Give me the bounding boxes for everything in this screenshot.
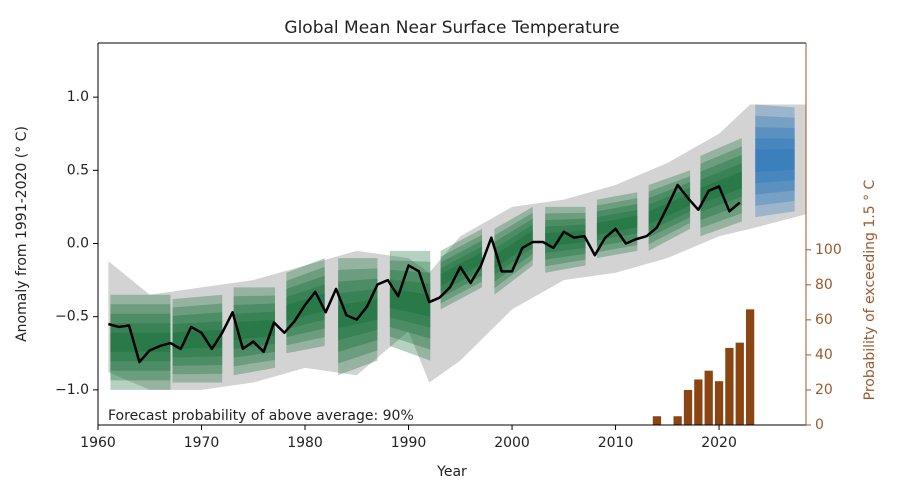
plot-area [108,104,806,425]
hindcast-band [110,313,171,371]
x-tick-label: 2010 [598,435,634,451]
forecast-band [755,104,795,218]
hindcast-band [233,311,275,349]
hindcast-band [338,278,378,352]
hindcast-band [596,209,638,241]
probability-bar [725,347,734,425]
y-axis-label: Anomaly from 1991-2020 (° C) [14,126,30,342]
hindcast-band [233,303,275,358]
hindcast-band [110,332,171,352]
y2-tick-label: 100 [815,242,842,258]
y-tick-label: 0.0 [67,236,89,252]
y2-tick-label: 20 [815,382,833,398]
hindcast-band [648,193,691,225]
x-tick-label: 1960 [80,435,116,451]
envelope-band [108,104,806,390]
hindcast-band [338,268,378,364]
hindcast-band [110,294,171,390]
observation-line [108,183,741,364]
hindcast-band [700,163,742,213]
y-tick-label: 0.5 [67,162,89,178]
forecast-band [755,148,795,173]
hindcast-band [389,260,431,350]
hindcast-band [494,230,533,269]
hindcast-band [494,206,533,295]
hindcast-band [286,293,325,322]
probability-bar [652,416,662,425]
hindcast-band [110,323,171,362]
x-tick-label: 1990 [391,435,427,451]
y2-tick-label: 40 [815,347,833,363]
probability-bar [673,416,682,425]
forecast-band [755,115,795,206]
hindcast-band [172,303,223,375]
hindcast-band [648,170,691,251]
annotation: Forecast probability of above average: 9… [108,408,414,424]
hindcast-band [545,212,586,267]
probability-bar [745,309,755,425]
y-tick-label: 1.0 [67,89,89,105]
x-tick-label: 1970 [184,435,220,451]
forecast-band [755,138,795,184]
y-tick-label: −1.0 [55,382,89,398]
hindcast-band [596,198,638,253]
hindcast-band [389,288,431,317]
hindcast-band [233,319,275,341]
hindcast-band [172,321,223,358]
x-tick-label: 2020 [701,435,737,451]
hindcast-band [596,215,638,235]
hindcast-band [172,312,223,366]
probability-bar [704,370,713,425]
hindcast-band [648,176,691,245]
probability-bar [735,342,744,425]
hindcast-band [545,218,586,260]
y2-axis-label: Probability of exceeding 1.5 ° C [862,179,878,400]
hindcast-band [494,212,533,289]
hindcast-band [545,230,586,247]
y-tick-label: −0.5 [55,309,89,325]
x-axis-label: Year [436,464,467,480]
hindcast-band [700,171,742,204]
hindcast-band [233,287,275,376]
hindcast-band [700,138,742,237]
x-tick-label: 1980 [287,435,323,451]
hindcast-band [494,224,533,275]
y2-tick-label: 0 [815,417,824,433]
hindcast-band [648,187,691,232]
forecast-band [755,127,795,195]
probability-bar [694,379,703,425]
hindcast-band [545,206,586,273]
hindcast-band [494,218,533,282]
hindcast-band [700,146,742,229]
hindcast-band [700,154,742,221]
hindcast-band [110,304,171,381]
hindcast-band [172,294,223,383]
probability-bar [683,389,693,425]
hindcast-band [338,288,378,341]
chart-title: Global Mean Near Surface Temperature [284,18,619,38]
x-tick-label: 2000 [494,435,530,451]
probability-bar [714,381,724,425]
y2-tick-label: 60 [815,312,833,328]
y2-tick-label: 80 [815,277,833,293]
